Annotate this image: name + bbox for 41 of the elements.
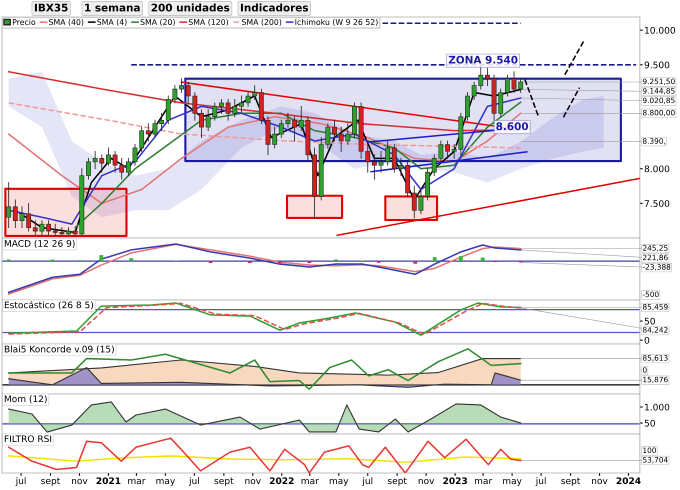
y-tick-label: 7.500 bbox=[644, 200, 670, 207]
y-tick-label: 0 bbox=[644, 336, 650, 344]
x-tick-label: jul bbox=[362, 477, 372, 486]
chart-title: Blai5 Koncorde v.09 (15) bbox=[4, 346, 114, 354]
x-tick-label: sept bbox=[388, 478, 407, 486]
annotation: ZONA 9.540 bbox=[448, 56, 518, 64]
y-tick-label: 50 bbox=[644, 318, 655, 325]
x-tick-label: 2024 bbox=[616, 477, 641, 484]
x-tick-label: mar bbox=[474, 478, 492, 484]
x-tick-label: may bbox=[503, 478, 522, 486]
chart-title: Mom (12) bbox=[4, 395, 47, 404]
annotation: 8.600 bbox=[496, 122, 528, 130]
x-tick-label: nov bbox=[245, 478, 261, 484]
text: 200 unidades bbox=[152, 3, 230, 12]
chart-title: MACD (12 26 9) bbox=[4, 240, 75, 248]
x-tick-label: jul bbox=[536, 477, 546, 486]
y-tick-label: 10.000 bbox=[645, 26, 676, 34]
x-tick-label: jul bbox=[188, 477, 199, 486]
y-tick-label: 9.500 bbox=[644, 62, 670, 68]
chart-title: FILTRO RSI bbox=[4, 435, 52, 442]
x-tick-label: nov bbox=[592, 478, 608, 484]
x-tick-label: 2023 bbox=[443, 477, 467, 484]
x-tick-label: mar bbox=[302, 478, 319, 484]
text: Indicadores bbox=[240, 3, 308, 12]
x-tick-label: 2022 bbox=[270, 477, 294, 484]
x-tick-label: may bbox=[330, 478, 348, 486]
y-tick-label: 50 bbox=[644, 420, 655, 427]
x-tick-label: sept bbox=[561, 478, 580, 486]
y-tick-label: 8.000 bbox=[644, 165, 670, 172]
x-tick-label: may bbox=[156, 478, 175, 486]
text: IBX35 bbox=[34, 4, 68, 12]
chart-title: Estocástico (26 8 5) bbox=[4, 300, 94, 310]
x-tick-label: sept bbox=[214, 478, 234, 486]
x-tick-label: nov bbox=[418, 478, 434, 484]
x-tick-label: jul bbox=[16, 477, 26, 486]
text: 1 semana bbox=[85, 4, 140, 12]
x-tick-label: 2021 bbox=[96, 477, 120, 484]
x-tick-label: nov bbox=[72, 478, 88, 484]
y-tick-label: 1.000 bbox=[645, 404, 670, 411]
x-tick-label: mar bbox=[128, 478, 146, 484]
x-tick-label: sept bbox=[41, 478, 60, 486]
